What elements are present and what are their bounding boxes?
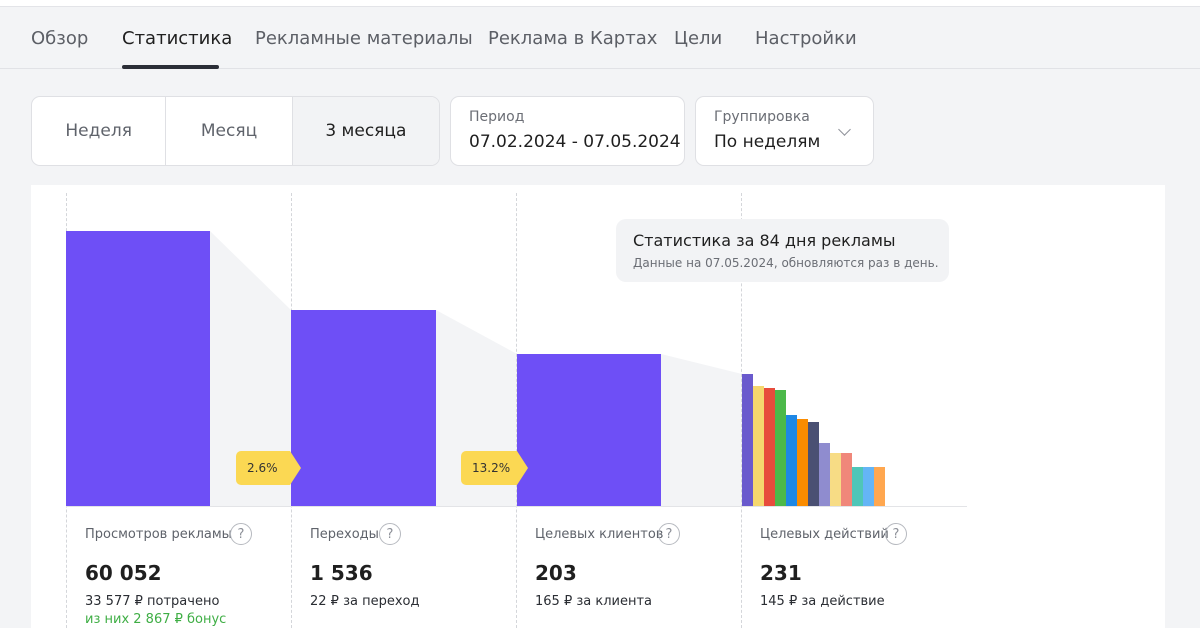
- period-3-months-button[interactable]: 3 месяца: [292, 97, 439, 165]
- period-month-button[interactable]: Месяц: [166, 97, 293, 165]
- metric-label: Целевых действий: [760, 527, 889, 542]
- tab-bar: Обзор Статистика Рекламные материалы Рек…: [0, 8, 1200, 69]
- stats-info-subtitle: Данные на 07.05.2024, обновляются раз в …: [633, 256, 939, 270]
- column-divider: [516, 193, 517, 628]
- conversion-badge: 2.6%: [236, 451, 301, 485]
- metric-subtext: 145 ₽ за действие: [760, 594, 885, 609]
- grouping-label: Группировка: [714, 109, 810, 125]
- period-date-field[interactable]: Период 07.02.2024 - 07.05.2024: [450, 96, 685, 166]
- funnel-connector-3: [661, 354, 742, 506]
- stats-info-box: Статистика за 84 дня рекламы Данные на 0…: [616, 219, 949, 282]
- chart-baseline: [66, 506, 967, 507]
- metric-label: Переходы: [310, 527, 379, 542]
- goal-action-bar: [819, 443, 830, 507]
- tab-overview[interactable]: Обзор: [31, 28, 89, 49]
- goal-action-bar: [764, 388, 775, 507]
- question-circle-icon[interactable]: ?: [379, 523, 401, 545]
- period-segmented-control: Неделя Месяц 3 месяца: [31, 96, 440, 166]
- goal-action-bar: [830, 453, 841, 507]
- goal-action-bar: [863, 467, 874, 507]
- goal-action-bar: [775, 390, 786, 507]
- grouping-value: По неделям: [714, 132, 821, 152]
- goal-action-bar: [852, 467, 863, 507]
- clicks-bar: [291, 310, 436, 507]
- metric-value: 203: [535, 561, 577, 585]
- goal-action-bar: [808, 422, 819, 507]
- metric-value: 60 052: [85, 561, 162, 585]
- stats-info-title: Статистика за 84 дня рекламы: [633, 231, 896, 250]
- goal-action-bar: [742, 374, 753, 507]
- metric-subtext: 165 ₽ за клиента: [535, 594, 653, 609]
- goal-action-bar: [797, 419, 808, 507]
- active-tab-indicator: [122, 65, 219, 69]
- grouping-select[interactable]: Группировка По неделям: [695, 96, 874, 166]
- tab-maps-ads[interactable]: Реклама в Картах: [488, 28, 658, 49]
- goal-action-bar: [786, 415, 797, 507]
- funnel-connector-1: [210, 231, 291, 506]
- period-week-button[interactable]: Неделя: [32, 97, 167, 165]
- period-field-label: Период: [469, 109, 525, 125]
- tab-goals[interactable]: Цели: [674, 28, 723, 49]
- tab-settings[interactable]: Настройки: [755, 28, 857, 49]
- metric-label: Целевых клиентов: [535, 527, 664, 542]
- metric-value: 231: [760, 561, 802, 585]
- column-divider: [741, 193, 742, 628]
- tab-ad-materials[interactable]: Рекламные материалы: [255, 28, 473, 49]
- goal-action-bar: [753, 386, 764, 507]
- metric-subtext: 22 ₽ за переход: [310, 594, 420, 609]
- impressions-bar: [66, 231, 210, 507]
- tab-statistics[interactable]: Статистика: [122, 28, 233, 49]
- period-field-value: 07.02.2024 - 07.05.2024: [469, 132, 681, 152]
- metric-subtext: 33 577 ₽ потрачено: [85, 594, 220, 609]
- metric-label: Просмотров рекламы: [85, 527, 232, 542]
- metric-value: 1 536: [310, 561, 373, 585]
- metric-bonus-text: из них 2 867 ₽ бонус: [85, 612, 227, 627]
- goal-action-bar: [874, 467, 885, 507]
- top-strip: [0, 0, 1200, 7]
- question-circle-icon[interactable]: ?: [230, 523, 252, 545]
- goal-action-bar: [841, 453, 852, 507]
- conversion-badge: 13.2%: [461, 451, 528, 485]
- question-circle-icon[interactable]: ?: [885, 523, 907, 545]
- target-clients-bar: [517, 354, 661, 507]
- question-circle-icon[interactable]: ?: [658, 523, 680, 545]
